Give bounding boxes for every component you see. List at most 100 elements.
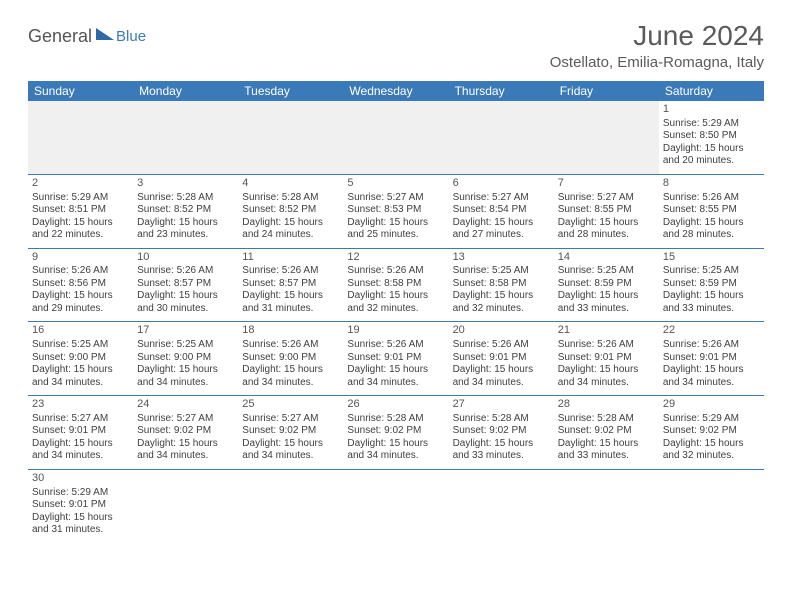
day-number: 20 [453, 324, 550, 338]
day-number: 14 [558, 251, 655, 265]
sunset-text: Sunset: 8:52 PM [242, 204, 339, 217]
calendar-cell: 1Sunrise: 5:29 AMSunset: 8:50 PMDaylight… [659, 101, 764, 174]
daylight-text: Daylight: 15 hours and 34 minutes. [663, 364, 760, 389]
day-number: 24 [137, 398, 234, 412]
daylight-text: Daylight: 15 hours and 25 minutes. [347, 217, 444, 242]
day-number: 21 [558, 324, 655, 338]
daylight-text: Daylight: 15 hours and 29 minutes. [32, 290, 129, 315]
sunset-text: Sunset: 9:01 PM [453, 352, 550, 365]
calendar-cell: 29Sunrise: 5:29 AMSunset: 9:02 PMDayligh… [659, 396, 764, 470]
day-number: 12 [347, 251, 444, 265]
sunrise-text: Sunrise: 5:29 AM [32, 487, 129, 500]
sunrise-text: Sunrise: 5:25 AM [558, 265, 655, 278]
sunrise-text: Sunrise: 5:28 AM [242, 192, 339, 205]
day-number: 26 [347, 398, 444, 412]
sunrise-text: Sunrise: 5:28 AM [453, 413, 550, 426]
calendar-cell: 2Sunrise: 5:29 AMSunset: 8:51 PMDaylight… [28, 174, 133, 248]
sunrise-text: Sunrise: 5:26 AM [663, 339, 760, 352]
daylight-text: Daylight: 15 hours and 33 minutes. [663, 290, 760, 315]
sunset-text: Sunset: 8:58 PM [453, 278, 550, 291]
day-number: 29 [663, 398, 760, 412]
day-number: 17 [137, 324, 234, 338]
calendar-cell: 22Sunrise: 5:26 AMSunset: 9:01 PMDayligh… [659, 322, 764, 396]
calendar-cell: 14Sunrise: 5:25 AMSunset: 8:59 PMDayligh… [554, 248, 659, 322]
daylight-text: Daylight: 15 hours and 33 minutes. [558, 438, 655, 463]
sunrise-text: Sunrise: 5:29 AM [32, 192, 129, 205]
daylight-text: Daylight: 15 hours and 27 minutes. [453, 217, 550, 242]
daylight-text: Daylight: 15 hours and 34 minutes. [137, 364, 234, 389]
sunrise-text: Sunrise: 5:27 AM [137, 413, 234, 426]
day-number: 8 [663, 177, 760, 191]
sunrise-text: Sunrise: 5:27 AM [242, 413, 339, 426]
sunrise-text: Sunrise: 5:26 AM [663, 192, 760, 205]
daylight-text: Daylight: 15 hours and 34 minutes. [32, 438, 129, 463]
sunrise-text: Sunrise: 5:26 AM [453, 339, 550, 352]
calendar-cell: 25Sunrise: 5:27 AMSunset: 9:02 PMDayligh… [238, 396, 343, 470]
day-number: 25 [242, 398, 339, 412]
day-number: 30 [32, 472, 129, 486]
sunset-text: Sunset: 8:50 PM [663, 130, 760, 143]
day-number: 13 [453, 251, 550, 265]
calendar-cell: 28Sunrise: 5:28 AMSunset: 9:02 PMDayligh… [554, 396, 659, 470]
sunset-text: Sunset: 9:01 PM [558, 352, 655, 365]
sunrise-text: Sunrise: 5:29 AM [663, 118, 760, 131]
sunset-text: Sunset: 8:59 PM [663, 278, 760, 291]
sunrise-text: Sunrise: 5:26 AM [32, 265, 129, 278]
calendar-cell: 4Sunrise: 5:28 AMSunset: 8:52 PMDaylight… [238, 174, 343, 248]
day-number: 28 [558, 398, 655, 412]
daylight-text: Daylight: 15 hours and 28 minutes. [663, 217, 760, 242]
calendar-cell: 5Sunrise: 5:27 AMSunset: 8:53 PMDaylight… [343, 174, 448, 248]
calendar-cell: 30Sunrise: 5:29 AMSunset: 9:01 PMDayligh… [28, 469, 133, 542]
daylight-text: Daylight: 15 hours and 32 minutes. [663, 438, 760, 463]
logo: GeneralBlue [28, 26, 146, 47]
logo-text-main: General [28, 26, 92, 47]
calendar-cell [554, 101, 659, 174]
daylight-text: Daylight: 15 hours and 33 minutes. [558, 290, 655, 315]
calendar-cell: 16Sunrise: 5:25 AMSunset: 9:00 PMDayligh… [28, 322, 133, 396]
daylight-text: Daylight: 15 hours and 34 minutes. [558, 364, 655, 389]
sunrise-text: Sunrise: 5:27 AM [347, 192, 444, 205]
sunset-text: Sunset: 8:57 PM [242, 278, 339, 291]
day-number: 11 [242, 251, 339, 265]
sunrise-text: Sunrise: 5:26 AM [558, 339, 655, 352]
sunrise-text: Sunrise: 5:28 AM [558, 413, 655, 426]
calendar-cell: 10Sunrise: 5:26 AMSunset: 8:57 PMDayligh… [133, 248, 238, 322]
sunset-text: Sunset: 9:01 PM [32, 499, 129, 512]
day-number: 15 [663, 251, 760, 265]
day-number: 4 [242, 177, 339, 191]
day-number: 22 [663, 324, 760, 338]
day-header: Sunday [28, 81, 133, 101]
sunrise-text: Sunrise: 5:25 AM [453, 265, 550, 278]
sunset-text: Sunset: 9:02 PM [137, 425, 234, 438]
calendar-cell: 19Sunrise: 5:26 AMSunset: 9:01 PMDayligh… [343, 322, 448, 396]
calendar-body: 1Sunrise: 5:29 AMSunset: 8:50 PMDaylight… [28, 101, 764, 543]
sunset-text: Sunset: 9:01 PM [347, 352, 444, 365]
day-number: 18 [242, 324, 339, 338]
day-header: Friday [554, 81, 659, 101]
sunset-text: Sunset: 9:01 PM [32, 425, 129, 438]
daylight-text: Daylight: 15 hours and 34 minutes. [242, 364, 339, 389]
calendar-cell [28, 101, 133, 174]
calendar-row: 9Sunrise: 5:26 AMSunset: 8:56 PMDaylight… [28, 248, 764, 322]
sunset-text: Sunset: 8:51 PM [32, 204, 129, 217]
sunset-text: Sunset: 8:52 PM [137, 204, 234, 217]
sunset-text: Sunset: 9:02 PM [242, 425, 339, 438]
sunset-text: Sunset: 9:02 PM [663, 425, 760, 438]
calendar-cell [133, 469, 238, 542]
day-number: 2 [32, 177, 129, 191]
daylight-text: Daylight: 15 hours and 34 minutes. [347, 438, 444, 463]
sunset-text: Sunset: 8:55 PM [558, 204, 655, 217]
calendar-cell: 12Sunrise: 5:26 AMSunset: 8:58 PMDayligh… [343, 248, 448, 322]
daylight-text: Daylight: 15 hours and 31 minutes. [32, 512, 129, 537]
calendar-cell: 3Sunrise: 5:28 AMSunset: 8:52 PMDaylight… [133, 174, 238, 248]
calendar-cell: 18Sunrise: 5:26 AMSunset: 9:00 PMDayligh… [238, 322, 343, 396]
daylight-text: Daylight: 15 hours and 34 minutes. [453, 364, 550, 389]
calendar-cell [238, 469, 343, 542]
sunset-text: Sunset: 9:00 PM [242, 352, 339, 365]
sunrise-text: Sunrise: 5:27 AM [32, 413, 129, 426]
day-header: Tuesday [238, 81, 343, 101]
calendar-cell [133, 101, 238, 174]
sunrise-text: Sunrise: 5:27 AM [453, 192, 550, 205]
day-number: 23 [32, 398, 129, 412]
daylight-text: Daylight: 15 hours and 32 minutes. [347, 290, 444, 315]
